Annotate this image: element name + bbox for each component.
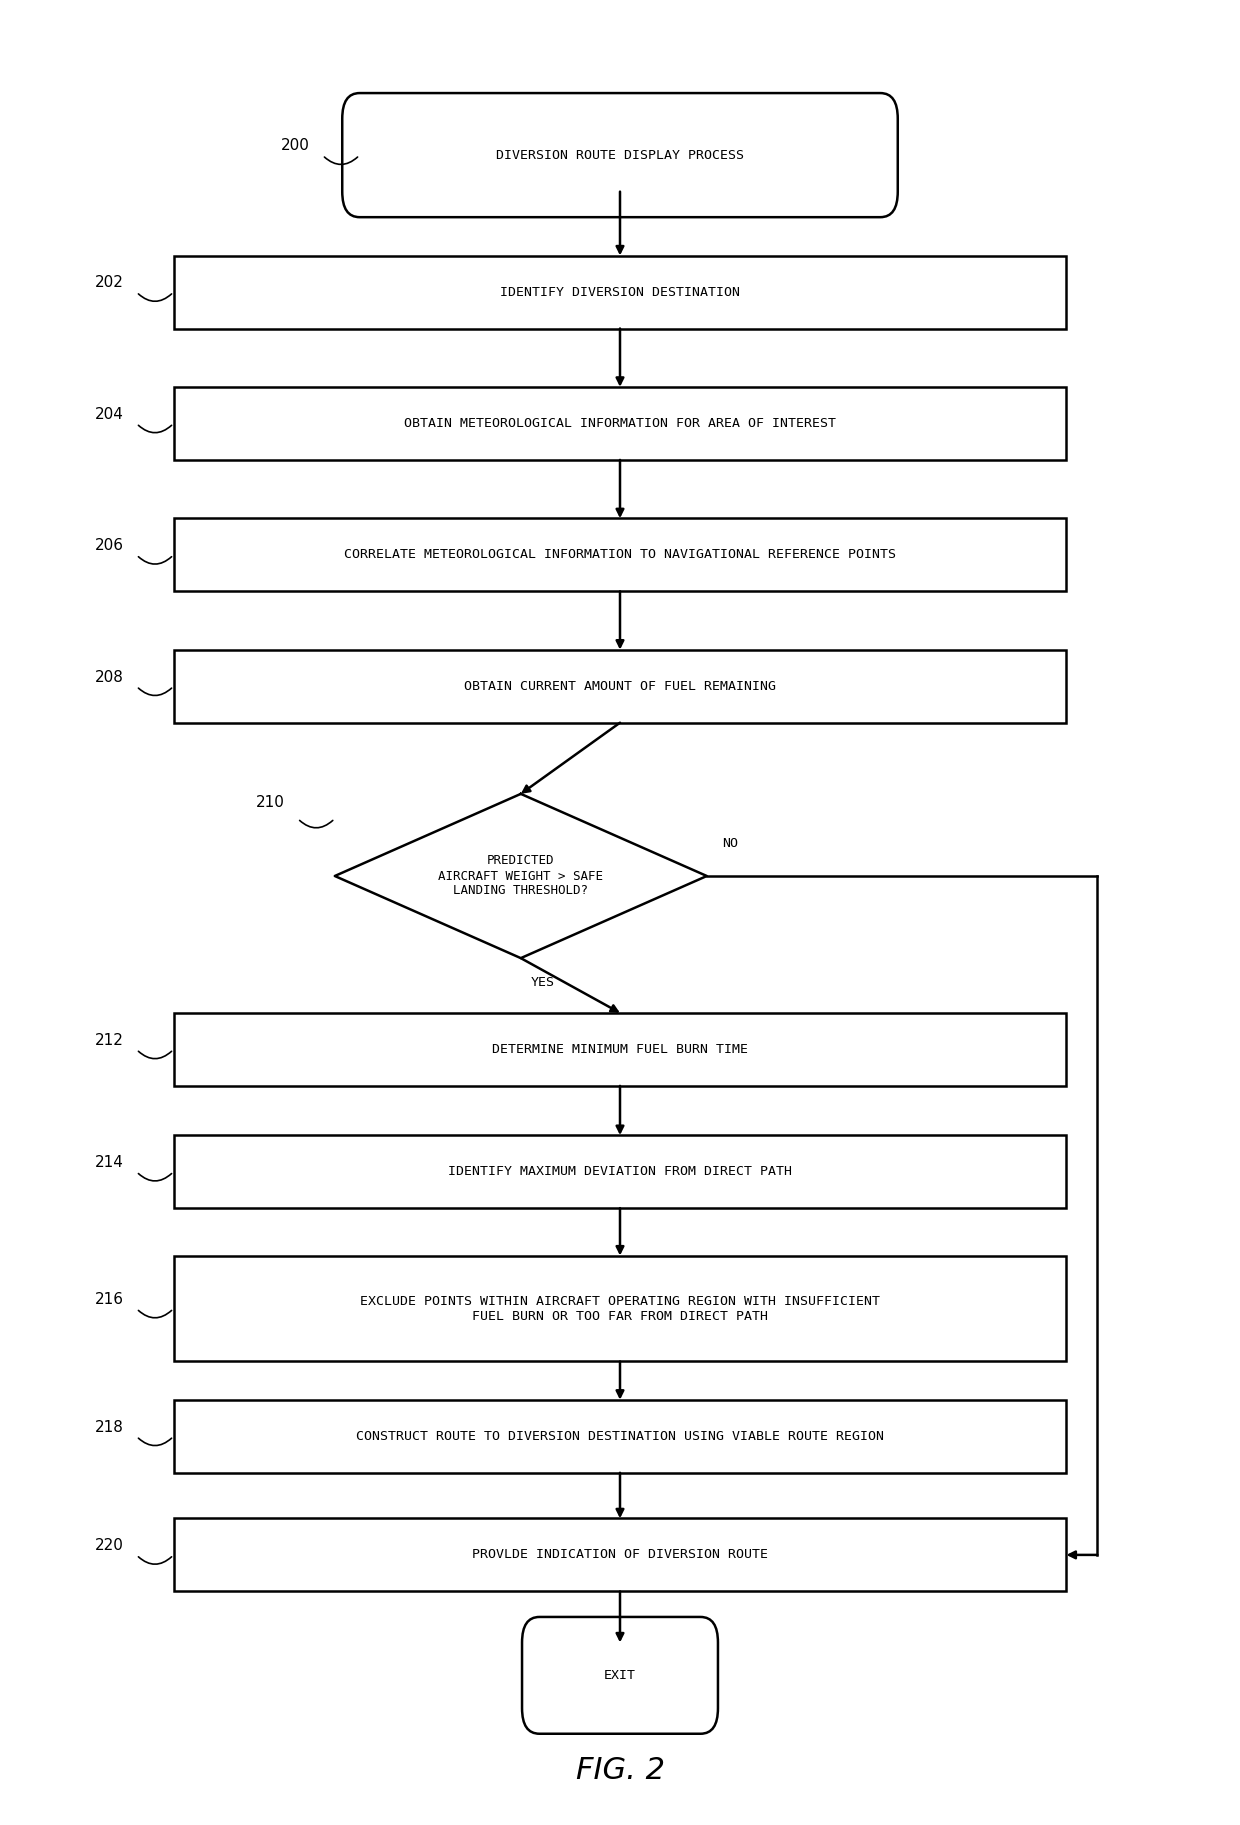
FancyBboxPatch shape bbox=[174, 1400, 1066, 1473]
Text: 202: 202 bbox=[95, 276, 124, 290]
FancyBboxPatch shape bbox=[174, 1013, 1066, 1086]
Text: CONSTRUCT ROUTE TO DIVERSION DESTINATION USING VIABLE ROUTE REGION: CONSTRUCT ROUTE TO DIVERSION DESTINATION… bbox=[356, 1429, 884, 1444]
Text: 212: 212 bbox=[95, 1033, 124, 1048]
Text: 216: 216 bbox=[95, 1292, 124, 1307]
FancyBboxPatch shape bbox=[174, 1518, 1066, 1591]
Text: DETERMINE MINIMUM FUEL BURN TIME: DETERMINE MINIMUM FUEL BURN TIME bbox=[492, 1042, 748, 1057]
Text: 200: 200 bbox=[281, 139, 310, 153]
FancyBboxPatch shape bbox=[174, 256, 1066, 328]
Text: FIG. 2: FIG. 2 bbox=[575, 1756, 665, 1785]
Text: IDENTIFY DIVERSION DESTINATION: IDENTIFY DIVERSION DESTINATION bbox=[500, 285, 740, 299]
FancyBboxPatch shape bbox=[174, 518, 1066, 591]
Text: OBTAIN CURRENT AMOUNT OF FUEL REMAINING: OBTAIN CURRENT AMOUNT OF FUEL REMAINING bbox=[464, 679, 776, 694]
Text: PREDICTED
AIRCRAFT WEIGHT > SAFE
LANDING THRESHOLD?: PREDICTED AIRCRAFT WEIGHT > SAFE LANDING… bbox=[438, 854, 604, 898]
Text: PROVLDE INDICATION OF DIVERSION ROUTE: PROVLDE INDICATION OF DIVERSION ROUTE bbox=[472, 1548, 768, 1562]
Polygon shape bbox=[335, 794, 707, 958]
Text: OBTAIN METEOROLOGICAL INFORMATION FOR AREA OF INTEREST: OBTAIN METEOROLOGICAL INFORMATION FOR AR… bbox=[404, 416, 836, 431]
Text: 218: 218 bbox=[95, 1420, 124, 1434]
Text: 214: 214 bbox=[95, 1155, 124, 1170]
Text: NO: NO bbox=[722, 838, 738, 850]
FancyBboxPatch shape bbox=[174, 387, 1066, 460]
Text: EXIT: EXIT bbox=[604, 1668, 636, 1683]
FancyBboxPatch shape bbox=[174, 650, 1066, 723]
Text: 204: 204 bbox=[95, 407, 124, 422]
Text: EXCLUDE POINTS WITHIN AIRCRAFT OPERATING REGION WITH INSUFFICIENT
FUEL BURN OR T: EXCLUDE POINTS WITHIN AIRCRAFT OPERATING… bbox=[360, 1294, 880, 1323]
Text: DIVERSION ROUTE DISPLAY PROCESS: DIVERSION ROUTE DISPLAY PROCESS bbox=[496, 148, 744, 162]
FancyBboxPatch shape bbox=[522, 1617, 718, 1734]
Text: 208: 208 bbox=[95, 670, 124, 684]
Text: IDENTIFY MAXIMUM DEVIATION FROM DIRECT PATH: IDENTIFY MAXIMUM DEVIATION FROM DIRECT P… bbox=[448, 1164, 792, 1179]
Text: YES: YES bbox=[531, 976, 556, 989]
FancyBboxPatch shape bbox=[174, 1135, 1066, 1208]
Text: 210: 210 bbox=[257, 796, 285, 810]
Text: CORRELATE METEOROLOGICAL INFORMATION TO NAVIGATIONAL REFERENCE POINTS: CORRELATE METEOROLOGICAL INFORMATION TO … bbox=[343, 548, 897, 562]
Text: 220: 220 bbox=[95, 1538, 124, 1553]
Text: 206: 206 bbox=[95, 538, 124, 553]
FancyBboxPatch shape bbox=[342, 93, 898, 217]
FancyBboxPatch shape bbox=[174, 1256, 1066, 1361]
